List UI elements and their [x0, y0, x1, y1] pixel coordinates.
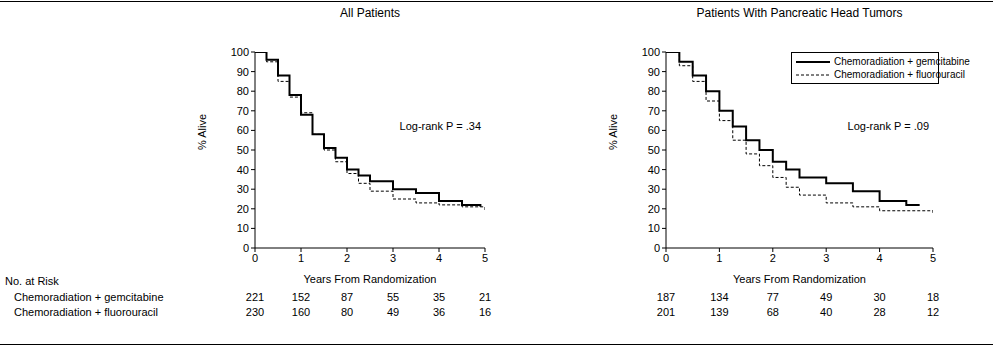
svg-text:3: 3 [823, 252, 829, 264]
svg-text:70: 70 [237, 105, 249, 117]
svg-text:40: 40 [237, 164, 249, 176]
svg-text:90: 90 [237, 66, 249, 78]
html-text:30: 30 [873, 291, 886, 303]
svg-text:10: 10 [648, 222, 660, 234]
svg-text:40: 40 [648, 164, 660, 176]
html-text:221: 221 [245, 291, 265, 303]
svg-text:0: 0 [663, 252, 669, 264]
svg-text:% Alive: % Alive [196, 114, 208, 150]
svg-text:5: 5 [482, 252, 488, 264]
html-text:18: 18 [926, 291, 940, 303]
svg-text:60: 60 [237, 124, 249, 136]
html-text:28: 28 [873, 306, 886, 318]
html-text:Log-rank P = .34: Log-rank P = .34 [399, 120, 481, 132]
html-text:36: 36 [432, 306, 446, 318]
html-text:139: 139 [710, 306, 729, 318]
svg-text:20: 20 [648, 203, 660, 215]
svg-text:4: 4 [436, 252, 442, 264]
svg-text:0: 0 [654, 242, 660, 254]
svg-text:80: 80 [237, 85, 249, 97]
html-text:77: 77 [766, 291, 779, 303]
html-text:40: 40 [820, 306, 833, 318]
html-text:Chemoradiation + gemcitabine: Chemoradiation + gemcitabine [14, 291, 164, 303]
html-text:No. at Risk: No. at Risk [5, 275, 59, 287]
html-text:68: 68 [766, 306, 779, 318]
html-text:201: 201 [656, 306, 676, 318]
svg-text:0: 0 [252, 252, 258, 264]
svg-text:5: 5 [930, 252, 936, 264]
svg-text:50: 50 [237, 144, 249, 156]
svg-text:4: 4 [877, 252, 883, 264]
html-text:Log-rank P = .09: Log-rank P = .09 [847, 120, 929, 132]
svg-text:% Alive: % Alive [607, 114, 619, 150]
html-text:All Patients: All Patients [340, 6, 400, 20]
html-text:134: 134 [710, 291, 729, 303]
html-text:230: 230 [245, 306, 265, 318]
html-text:Chemoradiation + gemcitabine: Chemoradiation + gemcitabine [834, 56, 970, 67]
html-text:49: 49 [820, 291, 833, 303]
html-text:Chemoradiation + fluorouracil: Chemoradiation + fluorouracil [834, 69, 965, 80]
svg-text:50: 50 [648, 144, 660, 156]
svg-text:1: 1 [716, 252, 722, 264]
svg-text:10: 10 [237, 222, 249, 234]
svg-text:100: 100 [231, 46, 249, 58]
svg-text:60: 60 [648, 124, 660, 136]
svg-text:1: 1 [298, 252, 304, 264]
svg-text:30: 30 [237, 183, 249, 195]
svg-text:100: 100 [642, 46, 660, 58]
html-text:12: 12 [926, 306, 940, 318]
html-text:16: 16 [478, 306, 492, 318]
svg-text:2: 2 [344, 252, 350, 264]
svg-text:0: 0 [243, 242, 249, 254]
html-text:Patients With Pancreatic Head: Patients With Pancreatic Head Tumors [696, 6, 903, 20]
svg-text:Years From Randomization: Years From Randomization [733, 273, 866, 283]
svg-text:70: 70 [648, 105, 660, 117]
html-text:80: 80 [340, 306, 354, 318]
html-text:152: 152 [291, 291, 311, 303]
svg-text:2: 2 [770, 252, 776, 264]
svg-text:30: 30 [648, 183, 660, 195]
html-text:87: 87 [340, 291, 354, 303]
svg-text:3: 3 [390, 252, 396, 264]
html-text:Chemoradiation + fluorouracil: Chemoradiation + fluorouracil [14, 306, 158, 318]
svg-text:Years From Randomization: Years From Randomization [304, 273, 437, 283]
svg-text:80: 80 [648, 85, 660, 97]
svg-text:90: 90 [648, 66, 660, 78]
html-text:49: 49 [386, 306, 400, 318]
html-text:187: 187 [656, 291, 676, 303]
html-text:55: 55 [386, 291, 400, 303]
html-text:21: 21 [478, 291, 492, 303]
html-text:35: 35 [432, 291, 446, 303]
svg-text:20: 20 [237, 203, 249, 215]
html-text:160: 160 [291, 306, 311, 318]
